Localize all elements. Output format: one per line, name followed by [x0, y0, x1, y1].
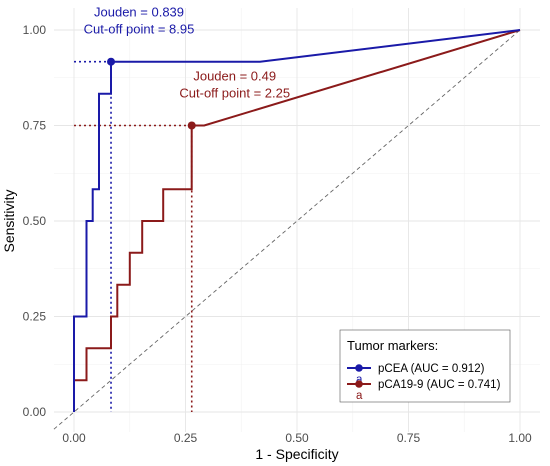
cutoff-guides [74, 60, 193, 412]
y-tick-label: 0.25 [23, 310, 47, 324]
y-tick-label: 0.00 [23, 405, 47, 419]
reference-diagonal [53, 29, 521, 430]
x-tick-label: 0.00 [62, 431, 86, 445]
jouden-label: Jouden = 0.49 [193, 69, 276, 84]
x-tick-label: 0.50 [285, 431, 309, 445]
roc-curve-line [73, 29, 521, 412]
roc-curves [73, 29, 521, 412]
jouden-label: Jouden = 0.839 [94, 5, 184, 20]
legend: Tumor markers: a pCEA (AUC = 0.912) a pCA19… [339, 329, 511, 403]
roc-curve-line [73, 29, 521, 412]
legend-box [339, 329, 511, 403]
cutoff-points [107, 57, 196, 130]
x-axis-ticks: 0.00 0.25 0.50 0.75 1.00 [62, 431, 532, 445]
y-tick-label: 1.00 [23, 23, 47, 37]
legend-title: Tumor markers: [347, 338, 438, 353]
cutoff-value-label: Cut-off point = 8.95 [84, 22, 195, 37]
cutoff-value-label: Cut-off point = 2.25 [179, 86, 290, 101]
legend-key-letter: a [356, 374, 363, 386]
cutoff-point-marker [187, 121, 196, 130]
y-axis-ticks: 0.00 0.25 0.50 0.75 1.00 [23, 23, 47, 419]
legend-key-point [355, 380, 363, 388]
x-tick-label: 0.75 [397, 431, 421, 445]
x-tick-label: 1.00 [508, 431, 532, 445]
y-tick-label: 0.75 [23, 119, 47, 133]
cutoff-annotations: Jouden = 0.839 Cut-off point = 8.95 Jouden… [84, 5, 290, 101]
legend-entry-label: pCA19-9 (AUC = 0.741) [378, 379, 501, 391]
legend-entry-label: pCEA (AUC = 0.912) [378, 363, 485, 375]
legend-key-point [355, 364, 363, 372]
legend-key-letter: a [356, 390, 363, 402]
cutoff-point-marker [107, 57, 116, 66]
x-axis-title: 1 - Specificity [255, 446, 338, 462]
x-tick-label: 0.25 [174, 431, 198, 445]
y-axis-title: Sensitivity [1, 189, 17, 252]
major-gridlines [54, 8, 540, 432]
y-tick-label: 0.50 [23, 214, 47, 228]
